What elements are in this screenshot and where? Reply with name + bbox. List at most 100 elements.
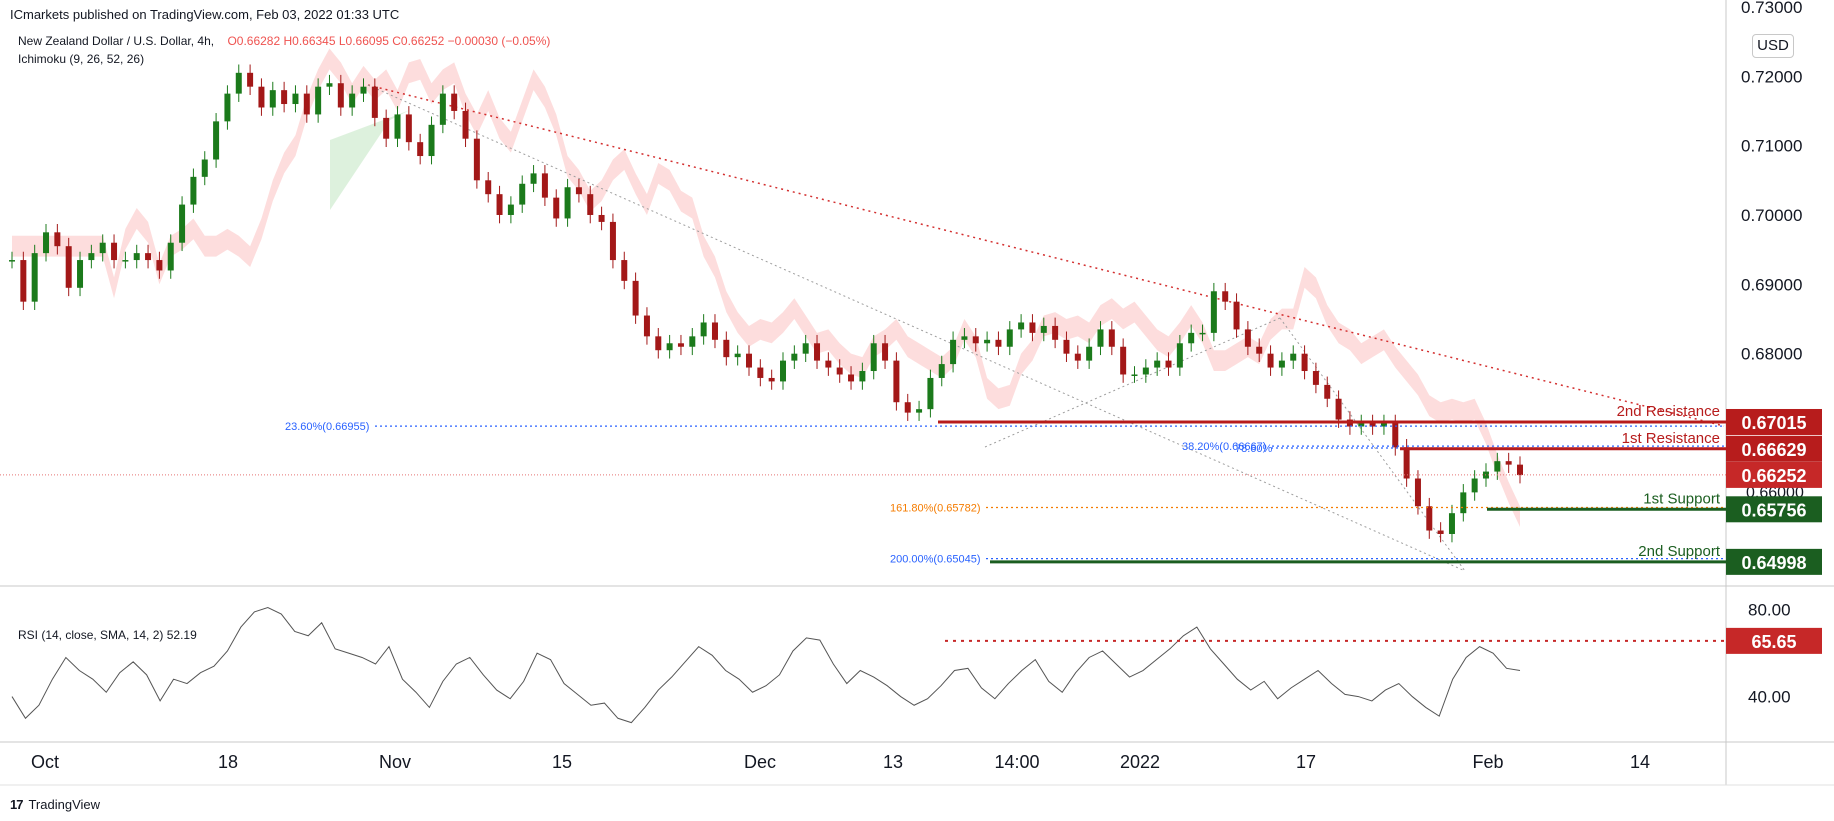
rsi-line xyxy=(11,607,1521,724)
time-tick: 14:00 xyxy=(994,752,1039,772)
candle-body xyxy=(111,242,118,261)
candle-body xyxy=(1097,329,1104,347)
candle-body xyxy=(848,374,855,382)
candle-body xyxy=(700,322,707,337)
candle-body xyxy=(1199,332,1206,335)
candle-body xyxy=(632,280,639,316)
candle-body xyxy=(54,232,61,247)
candle-body xyxy=(655,336,662,351)
ohlc-readout: O0.66282 H0.66345 L0.66095 C0.66252 −0.0… xyxy=(227,34,551,48)
candle-body xyxy=(269,90,276,108)
candle-body xyxy=(383,117,390,139)
fib-drop-line xyxy=(1279,317,1466,572)
candle-body xyxy=(1074,353,1081,361)
candle-body xyxy=(156,260,163,271)
level-price-box xyxy=(1726,435,1822,462)
level-price-value: 0.66252 xyxy=(1741,466,1806,486)
candle-body xyxy=(43,232,50,254)
candle-body xyxy=(1369,423,1376,427)
candle-body xyxy=(1018,322,1025,330)
candle-body xyxy=(575,187,582,195)
candle-body xyxy=(88,253,95,261)
candle-body xyxy=(31,253,38,302)
candle-body xyxy=(281,90,288,105)
candle-body xyxy=(938,364,945,378)
time-tick: 17 xyxy=(1296,752,1316,772)
level-label: 2nd Resistance xyxy=(1617,403,1720,420)
candle-body xyxy=(1108,329,1115,347)
candle-body xyxy=(65,246,72,288)
price-tick-partial: 0.73000 xyxy=(1741,0,1802,17)
time-tick: Feb xyxy=(1472,752,1503,772)
candle-body xyxy=(315,86,322,115)
candle-body xyxy=(122,260,129,262)
candle-body xyxy=(9,260,15,262)
candle-body xyxy=(1312,371,1319,385)
candle-body xyxy=(473,138,480,181)
candle-body xyxy=(145,253,152,261)
indicator-label[interactable]: Ichimoku (9, 26, 52, 26) xyxy=(18,52,145,66)
candle-body xyxy=(927,377,934,410)
price-tick: 0.70000 xyxy=(1741,206,1802,225)
level-label: 1st Resistance xyxy=(1622,430,1720,447)
candle-body xyxy=(1301,353,1308,372)
price-tick: 0.69000 xyxy=(1741,275,1802,294)
candle-body xyxy=(791,353,798,361)
candle-body xyxy=(882,343,889,361)
candle-body xyxy=(689,336,696,347)
time-tick: 18 xyxy=(218,752,238,772)
rsi-label[interactable]: RSI (14, close, SMA, 14, 2) 52.19 xyxy=(18,628,197,642)
candle-body xyxy=(360,86,367,94)
candle-body xyxy=(814,343,821,361)
candle-body xyxy=(394,114,401,139)
time-tick: 13 xyxy=(883,752,903,772)
candle-body xyxy=(349,93,356,108)
candle-body xyxy=(1086,346,1093,361)
currency-button[interactable]: USD xyxy=(1752,34,1794,58)
candle-body xyxy=(1222,291,1229,302)
candle-body xyxy=(1448,513,1455,534)
candle-body xyxy=(643,315,650,337)
candle-body xyxy=(1267,353,1274,368)
candle-body xyxy=(1006,329,1013,347)
candle-body xyxy=(995,339,1002,347)
level-price-value: 0.66629 xyxy=(1741,440,1806,460)
fib-retrace-line xyxy=(984,317,1281,448)
candle-body xyxy=(1040,325,1047,333)
candle-body xyxy=(428,124,435,157)
time-tick: 14 xyxy=(1630,752,1650,772)
candle-body xyxy=(247,72,254,87)
candle-body xyxy=(1233,301,1240,330)
time-tick: 15 xyxy=(552,752,572,772)
publisher-caption: ICmarkets published on TradingView.com, … xyxy=(10,7,400,22)
candle-body xyxy=(916,409,923,413)
candle-body xyxy=(99,242,106,254)
rsi-tick: 80.00 xyxy=(1748,601,1791,620)
candle-body xyxy=(326,83,333,87)
candle-body xyxy=(530,173,537,184)
candle-body xyxy=(859,371,866,382)
fib-label: 78.60% xyxy=(1235,443,1273,455)
tradingview-logo-icon: 17 xyxy=(10,797,24,812)
candle-body xyxy=(598,214,605,222)
candle-body xyxy=(1290,353,1297,361)
price-tick: 0.72000 xyxy=(1741,67,1802,86)
candle-body xyxy=(1460,492,1467,514)
candle-body xyxy=(802,343,809,354)
rsi-tick: 40.00 xyxy=(1748,688,1791,707)
candle-body xyxy=(1324,384,1331,399)
symbol-label[interactable]: New Zealand Dollar / U.S. Dollar, 4h, xyxy=(18,34,215,48)
candle-body xyxy=(1392,423,1399,448)
candle-body xyxy=(1210,291,1217,333)
candle-body xyxy=(677,343,684,347)
time-tick: Oct xyxy=(31,752,59,772)
level-price-box xyxy=(1726,408,1822,435)
candle-body xyxy=(984,339,991,344)
candle-body xyxy=(1256,346,1263,354)
candle-body xyxy=(621,260,628,281)
level-price-box xyxy=(1726,496,1822,523)
level-label: 1st Support xyxy=(1643,490,1721,507)
footer-brand[interactable]: TradingView xyxy=(28,797,101,812)
candle-body xyxy=(485,180,492,195)
